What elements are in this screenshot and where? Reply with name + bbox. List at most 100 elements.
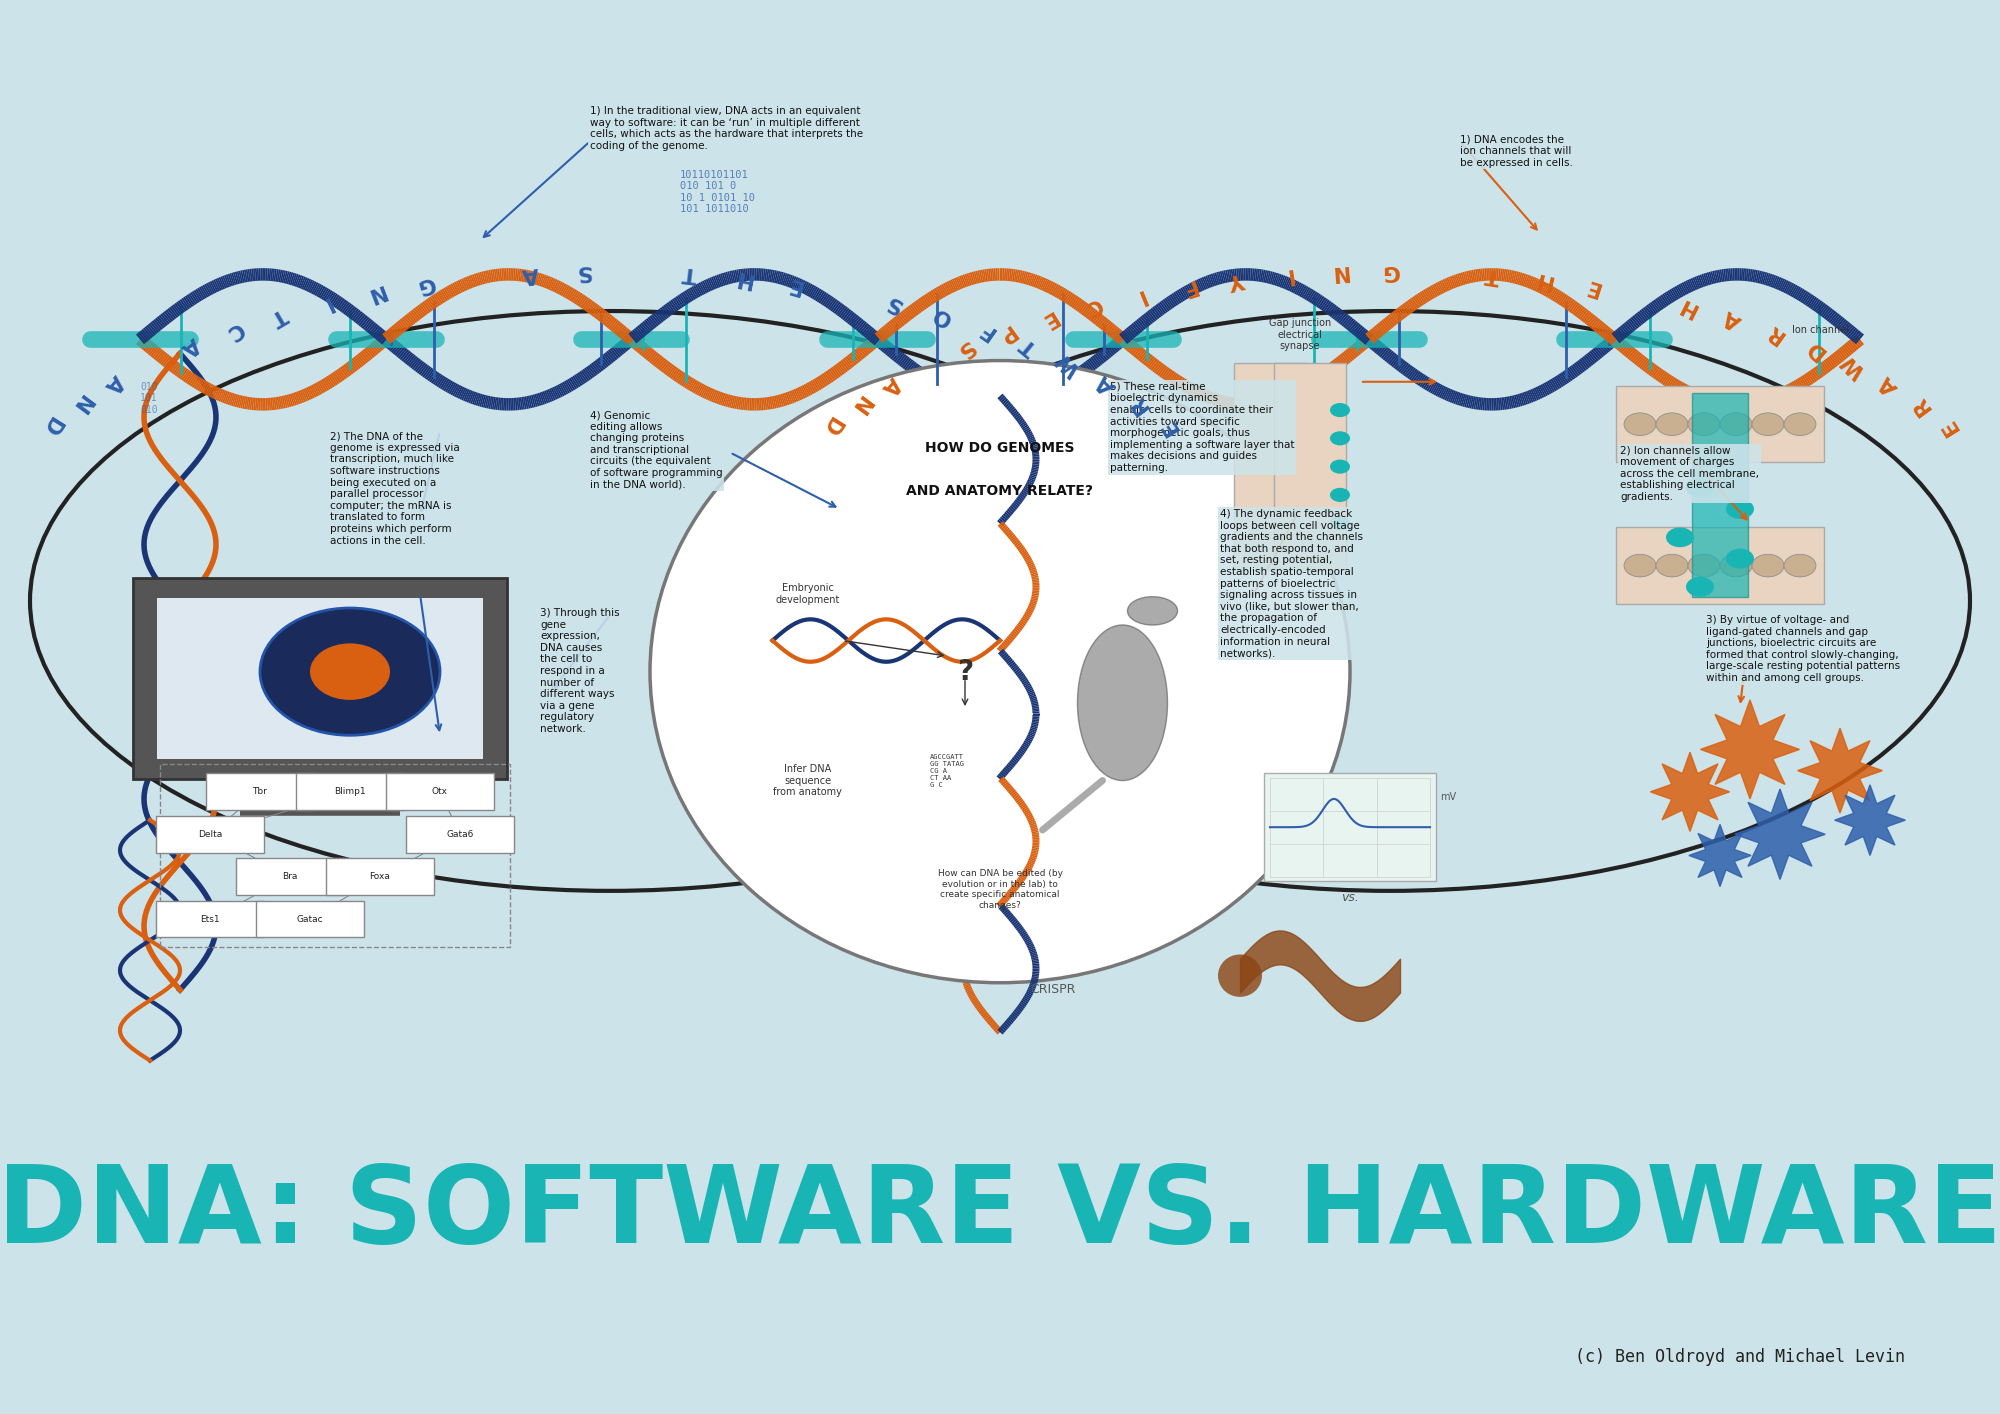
Text: E: E: [1158, 414, 1182, 438]
Text: Y: Y: [1228, 269, 1248, 291]
Text: N: N: [846, 392, 872, 419]
Text: Bra: Bra: [282, 872, 298, 881]
Text: Tbr: Tbr: [252, 788, 268, 796]
Text: DNA: SOFTWARE VS. HARDWARE: DNA: SOFTWARE VS. HARDWARE: [0, 1161, 2000, 1266]
FancyBboxPatch shape: [206, 773, 314, 810]
Text: A: A: [878, 372, 904, 397]
Text: A: A: [102, 370, 128, 396]
Text: G: G: [1382, 262, 1398, 281]
Text: 010
101
010: 010 101 010: [140, 382, 158, 414]
Text: W: W: [1054, 348, 1084, 379]
Text: S: S: [952, 337, 976, 362]
FancyBboxPatch shape: [1616, 527, 1824, 604]
Text: T: T: [268, 304, 290, 328]
Text: H: H: [1532, 269, 1554, 291]
Text: A: A: [1092, 370, 1118, 396]
Text: Otx: Otx: [432, 788, 448, 796]
Polygon shape: [1700, 700, 1800, 799]
Circle shape: [1624, 554, 1656, 577]
Text: T: T: [1018, 334, 1042, 359]
Text: Blimp1: Blimp1: [334, 788, 366, 796]
Text: 10110101101
010 101 0
10 1 0101 10
101 1011010: 10110101101 010 101 0 10 1 0101 10 101 1…: [680, 170, 756, 215]
Text: 1) In the traditional view, DNA acts in an equivalent
way to software: it can be: 1) In the traditional view, DNA acts in …: [590, 106, 864, 151]
FancyBboxPatch shape: [1616, 386, 1824, 462]
Text: D: D: [818, 413, 844, 438]
FancyBboxPatch shape: [256, 901, 364, 937]
Text: 5) These real-time
bioelectric dynamics
enable cells to coordinate their
activit: 5) These real-time bioelectric dynamics …: [1110, 382, 1294, 472]
Text: I: I: [1282, 264, 1294, 286]
Text: F: F: [1178, 276, 1198, 298]
Circle shape: [1656, 554, 1688, 577]
FancyBboxPatch shape: [156, 816, 264, 853]
Text: How can DNA be edited (by
evolution or in the lab) to
create specific anatomical: How can DNA be edited (by evolution or i…: [938, 870, 1062, 909]
Ellipse shape: [1128, 597, 1178, 625]
Text: Foxa: Foxa: [370, 872, 390, 881]
Text: 3) Through this
gene
expression,
DNA causes
the cell to
respond in a
number of
d: 3) Through this gene expression, DNA cau…: [540, 608, 620, 734]
FancyBboxPatch shape: [406, 816, 514, 853]
Text: H: H: [732, 266, 754, 290]
Text: mV: mV: [1440, 792, 1456, 803]
Text: vs.: vs.: [1342, 891, 1358, 904]
Text: Ion channel: Ion channel: [1792, 325, 1848, 335]
Circle shape: [1666, 527, 1694, 547]
Polygon shape: [1650, 752, 1730, 831]
Circle shape: [260, 608, 440, 735]
Text: E: E: [1938, 414, 1962, 438]
Text: 2) The DNA of the
genome is expressed via
transcription, much like
software inst: 2) The DNA of the genome is expressed vi…: [330, 431, 460, 546]
Text: (c) Ben Oldroyd and Michael Levin: (c) Ben Oldroyd and Michael Levin: [1576, 1349, 1904, 1366]
Circle shape: [1726, 549, 1754, 568]
Polygon shape: [1834, 785, 1906, 855]
FancyBboxPatch shape: [386, 773, 494, 810]
Text: A: A: [1876, 372, 1902, 397]
Text: P: P: [992, 321, 1018, 346]
Text: N: N: [66, 390, 94, 417]
Text: 4) The dynamic feedback
loops between cell voltage
gradients and the channels
th: 4) The dynamic feedback loops between ce…: [1220, 509, 1364, 659]
Text: Ets1: Ets1: [200, 915, 220, 923]
Text: Gata6: Gata6: [446, 830, 474, 839]
Text: C: C: [1082, 294, 1104, 320]
Circle shape: [1330, 488, 1350, 502]
Text: Infer DNA
sequence
from anatomy: Infer DNA sequence from anatomy: [774, 764, 842, 797]
Circle shape: [1752, 554, 1784, 577]
FancyBboxPatch shape: [236, 858, 344, 895]
Text: HOW DO GENOMES: HOW DO GENOMES: [926, 441, 1074, 455]
FancyBboxPatch shape: [326, 858, 434, 895]
Text: W: W: [1838, 351, 1870, 382]
FancyBboxPatch shape: [132, 578, 508, 779]
FancyBboxPatch shape: [158, 598, 484, 759]
Text: R: R: [1762, 320, 1788, 346]
Text: T: T: [1484, 264, 1502, 286]
FancyBboxPatch shape: [1264, 773, 1436, 881]
Circle shape: [1686, 577, 1714, 597]
Text: D: D: [38, 413, 64, 438]
Circle shape: [1624, 413, 1656, 436]
Circle shape: [310, 643, 390, 700]
Text: 2) Ion channels allow
movement of charges
across the cell membrane,
establishing: 2) Ion channels allow movement of charge…: [1620, 445, 1760, 502]
Text: N: N: [1328, 262, 1348, 283]
Text: 3) By virtue of voltage- and
ligand-gated channels and gap
junctions, bioelectri: 3) By virtue of voltage- and ligand-gate…: [1706, 615, 1900, 683]
Ellipse shape: [650, 361, 1350, 983]
Text: CRISPR: CRISPR: [1030, 983, 1076, 997]
Text: Gap junction
electrical
synapse: Gap junction electrical synapse: [1268, 318, 1332, 351]
Text: A: A: [1720, 305, 1744, 332]
Text: AND ANATOMY RELATE?: AND ANATOMY RELATE?: [906, 484, 1094, 498]
Circle shape: [1686, 478, 1714, 498]
Circle shape: [1784, 413, 1816, 436]
Text: Delta: Delta: [198, 830, 222, 839]
Circle shape: [1784, 554, 1816, 577]
Text: 1) DNA encodes the
ion channels that will
be expressed in cells.: 1) DNA encodes the ion channels that wil…: [1460, 134, 1572, 167]
Text: E: E: [1582, 276, 1602, 298]
FancyBboxPatch shape: [1234, 363, 1306, 570]
Circle shape: [1656, 413, 1688, 436]
Text: G: G: [414, 271, 436, 297]
Circle shape: [1720, 413, 1752, 436]
Text: F: F: [974, 318, 998, 342]
Text: R: R: [1908, 392, 1934, 417]
FancyBboxPatch shape: [1692, 393, 1748, 597]
Text: A: A: [520, 263, 540, 284]
Circle shape: [1330, 516, 1350, 530]
Text: 4) Genomic
editing allows
changing proteins
and transcriptional
circuits (the eq: 4) Genomic editing allows changing prote…: [590, 410, 722, 489]
Text: H: H: [1674, 294, 1700, 320]
Text: C: C: [222, 317, 246, 342]
Circle shape: [1688, 554, 1720, 577]
